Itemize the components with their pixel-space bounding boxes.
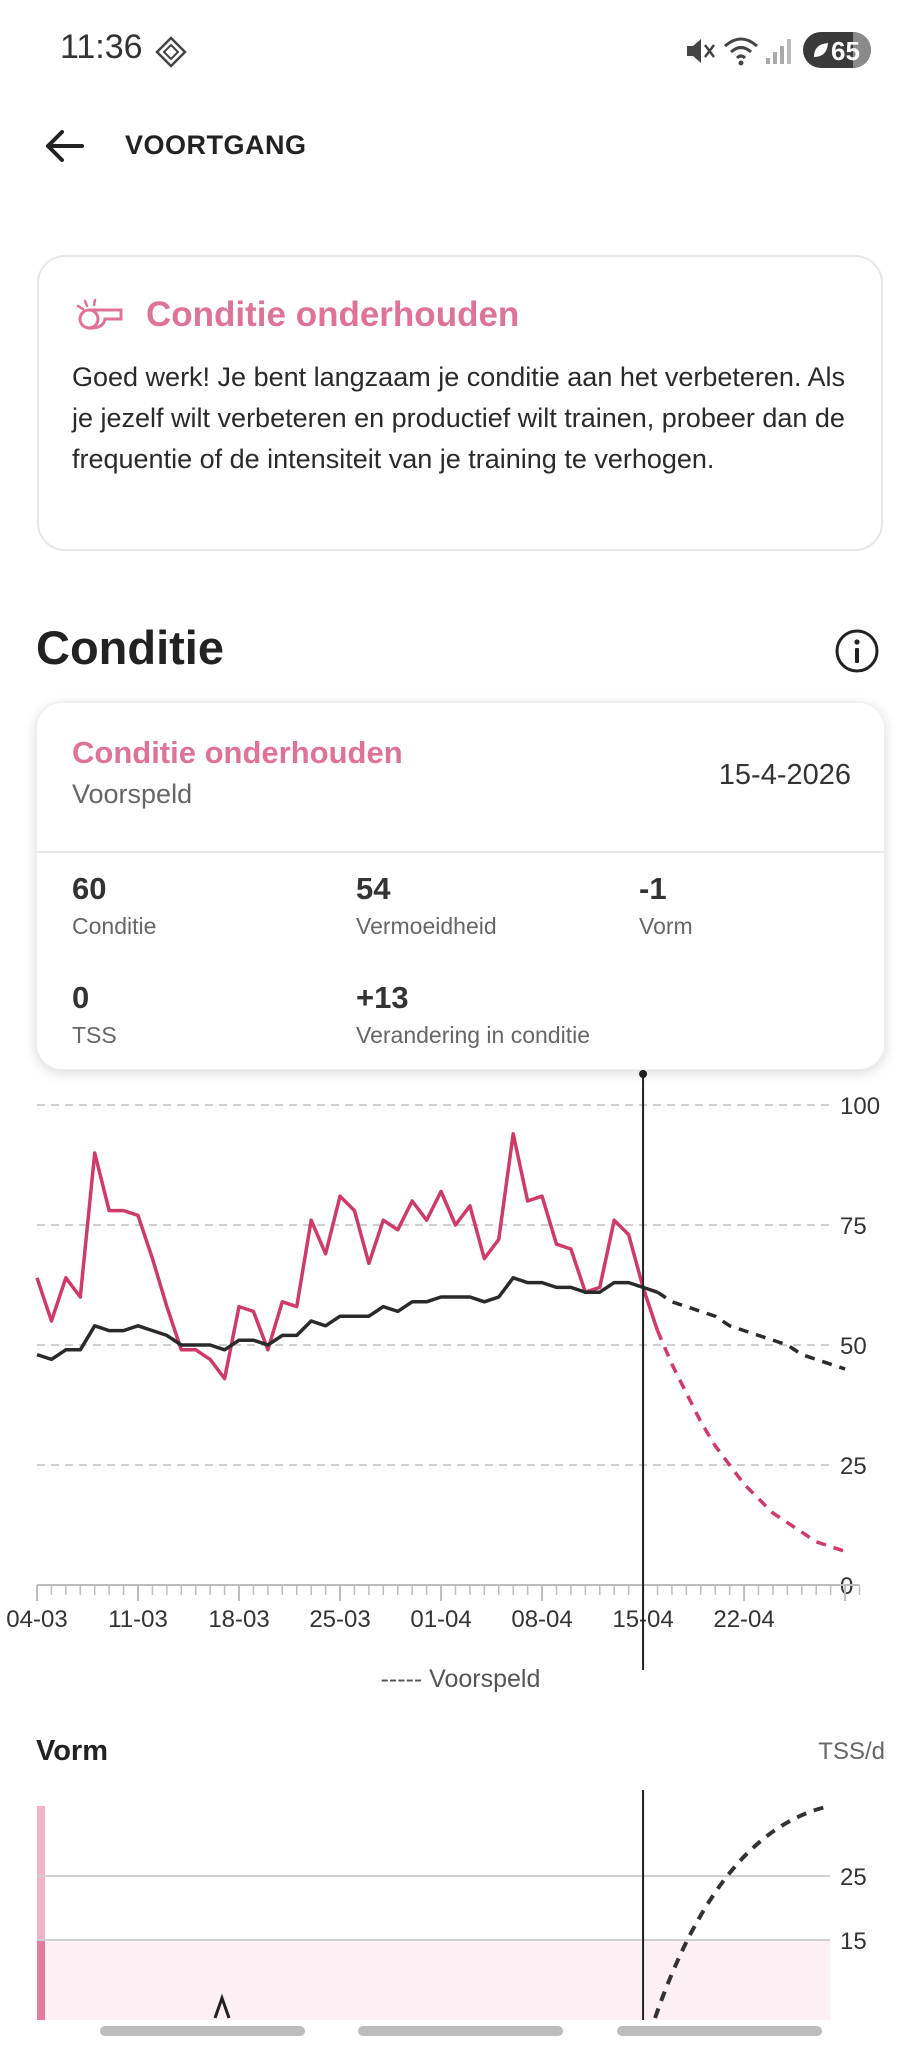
stat-label: Conditie — [72, 913, 157, 939]
stat-label: Verandering in conditie — [356, 1022, 590, 1048]
stat-label: Vermoeidheid — [356, 913, 497, 939]
stat-conditie: 60 Conditie — [72, 871, 156, 940]
vorm-forecast-line — [653, 1804, 831, 2019]
fitness-line — [36, 1276, 659, 1362]
x-tick-label: 18-03 — [208, 1606, 269, 1633]
fitness-chart[interactable]: 0 25 50 75 100 04-03 11-03 18-03 25-03 01-04 08-04… — [0, 1070, 921, 1670]
mute-icon — [687, 39, 715, 63]
tooltip-subtitle: Voorspeld — [72, 779, 193, 809]
vorm-zone-marker — [37, 1940, 45, 2020]
nav-pill[interactable] — [617, 2026, 822, 2036]
x-tick-label: 08-04 — [511, 1606, 572, 1633]
stat-label: Vorm — [639, 913, 693, 939]
y-tick-label: 75 — [840, 1213, 867, 1240]
battery-indicator: 65 — [803, 32, 871, 68]
chart-tooltip: Conditie onderhouden Voorspeld 15-4-2026… — [36, 702, 885, 1070]
stat-value: -1 — [639, 871, 667, 906]
nav-pill[interactable] — [358, 2026, 563, 2036]
card-title: Conditie onderhouden — [146, 295, 520, 334]
back-arrow-icon[interactable] — [40, 124, 90, 168]
y-tick-label: 50 — [840, 1333, 867, 1360]
chart-legend: ----- Voorspeld — [380, 1665, 541, 1693]
diamond-grid-icon — [155, 36, 187, 68]
vorm-title: Vorm — [36, 1735, 108, 1767]
x-tick-label: 11-03 — [108, 1606, 168, 1633]
x-tick-label: 22-04 — [713, 1606, 774, 1633]
signal-icon — [766, 39, 791, 64]
vorm-y-tick-label: 15 — [840, 1928, 867, 1955]
info-icon[interactable] — [834, 628, 880, 674]
fitness-forecast-line — [656, 1290, 846, 1371]
x-tick-label: 01-04 — [410, 1606, 471, 1633]
vorm-y-tick-label: 25 — [840, 1864, 867, 1891]
whistle-icon — [76, 298, 123, 330]
status-bar: 11:36 65 — [0, 0, 921, 100]
stat-verandering: +13 Verandering in conditie — [356, 980, 590, 1049]
vorm-unit: TSS/d — [818, 1738, 885, 1765]
stat-value: 54 — [356, 871, 391, 906]
stat-vorm: -1 Vorm — [639, 871, 693, 940]
stat-vermoeidheid: 54 Vermoeidheid — [356, 871, 497, 940]
x-tick-label: 04-03 — [6, 1606, 67, 1633]
vorm-zone — [37, 1940, 830, 2020]
fatigue-line — [35, 1132, 660, 1381]
stat-value: +13 — [356, 980, 409, 1015]
selection-cursor-dot — [639, 1070, 648, 1078]
y-tick-label: 100 — [840, 1093, 880, 1120]
page-title: VOORTGANG — [125, 130, 307, 160]
tooltip-divider — [37, 851, 884, 853]
stat-value: 0 — [72, 980, 90, 1015]
stat-label: TSS — [72, 1022, 117, 1048]
y-tick-label: 25 — [840, 1453, 867, 1480]
vorm-line — [213, 1993, 231, 2019]
battery-level: 65 — [831, 36, 860, 66]
section-title: Conditie — [36, 621, 224, 674]
nav-pill[interactable] — [100, 2026, 305, 2036]
tooltip-title: Conditie onderhouden — [72, 735, 403, 770]
leaf-icon — [814, 43, 828, 57]
stat-value: 60 — [72, 871, 107, 906]
wifi-icon — [724, 37, 758, 66]
fatigue-forecast-line — [655, 1329, 846, 1554]
card-body: Goed werk! Je bent langzaam je conditie … — [72, 362, 845, 474]
vorm-zone-marker — [37, 1806, 45, 1940]
status-time: 11:36 — [60, 28, 143, 66]
stat-tss: 0 TSS — [72, 980, 117, 1049]
tooltip-date: 15-4-2026 — [718, 759, 851, 791]
x-tick-label: 25-03 — [309, 1606, 370, 1633]
app-header: VOORTGANG — [0, 110, 921, 180]
y-tick-label: 0 — [840, 1573, 853, 1600]
status-info-card: Conditie onderhouden Goed werk! Je bent … — [37, 255, 883, 551]
